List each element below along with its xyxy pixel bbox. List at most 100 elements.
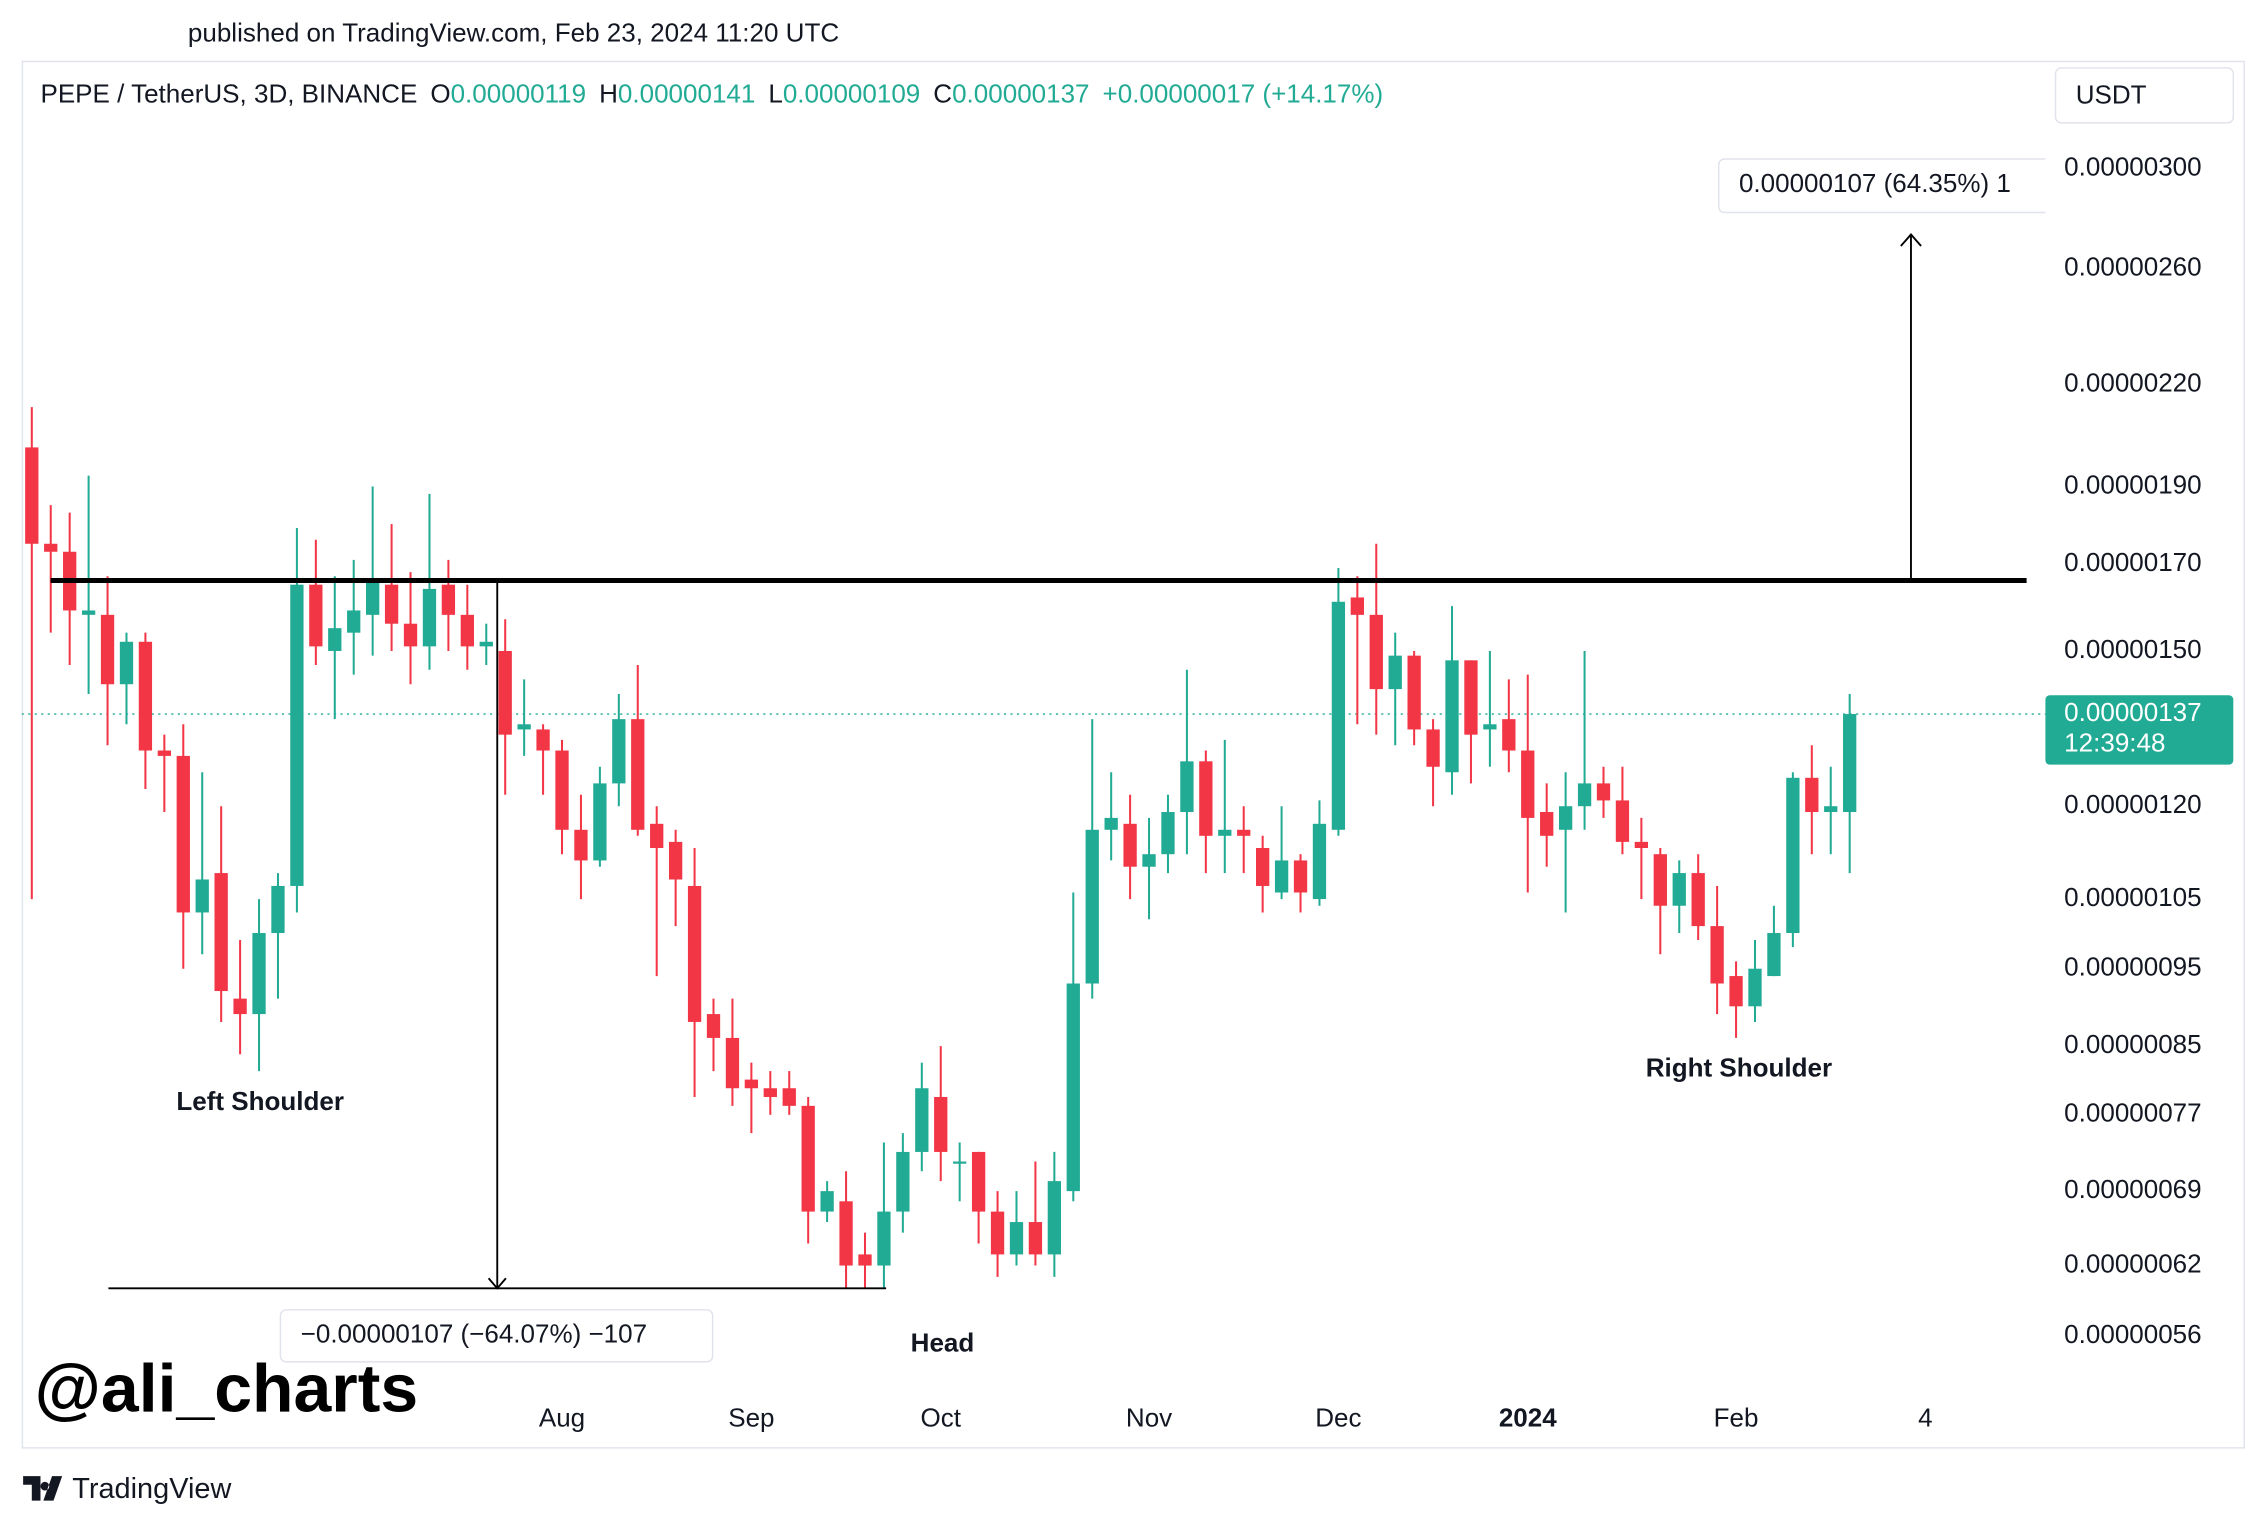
candle-body: [1256, 848, 1270, 886]
candle-body: [971, 1151, 986, 1212]
candle-body: [1028, 1222, 1043, 1255]
target-arrow: [1900, 233, 1922, 247]
candle-body: [271, 885, 285, 934]
candle-body: [725, 1037, 740, 1089]
candle-body: [403, 623, 418, 647]
y-tick-label: 0.00000260: [2064, 251, 2201, 281]
candle-body: [1331, 601, 1346, 830]
brand-logo: [23, 1476, 63, 1501]
y-tick-label: 0.00000062: [2064, 1248, 2201, 1278]
candle-body: [896, 1151, 910, 1212]
candle-body: [1218, 829, 1232, 836]
candle-body: [574, 829, 588, 861]
candle-body: [347, 610, 361, 633]
candle-body: [650, 823, 664, 849]
candle-body: [195, 879, 209, 913]
change: +0.00000017 (+14.17%): [1103, 78, 1384, 108]
candle-body: [1805, 777, 1819, 813]
candle-body: [1388, 655, 1402, 690]
candle-body: [1142, 854, 1156, 867]
ohlc-value: 0.00000141: [618, 78, 755, 108]
candle-body: [990, 1211, 1005, 1255]
axes: 0.00000300 0.00000260 0.00000220 0.00000190…: [539, 152, 2234, 1433]
x-tick-label: 2024: [1499, 1403, 1557, 1433]
x-tick-label: Aug: [539, 1403, 585, 1433]
candle-body: [1426, 729, 1440, 767]
candle-body: [233, 998, 247, 1015]
candle-body: [1066, 983, 1080, 1192]
measure-label: −0.00000107 (−64.07%) −107: [301, 1319, 647, 1349]
y-tick-label: 0.00000170: [2064, 547, 2201, 577]
measure-label-box: [1717, 158, 2046, 214]
candle-body: [687, 885, 702, 1022]
candle-body: [1009, 1222, 1024, 1255]
pattern-label: Left Shoulder: [176, 1086, 344, 1116]
candle-body: [1350, 597, 1364, 615]
candle-body: [1369, 614, 1383, 690]
y-tick-label: 0.00000056: [2064, 1319, 2201, 1349]
y-tick-label: 0.00000095: [2064, 952, 2201, 982]
candle-body: [176, 755, 190, 913]
pattern-label: Right Shoulder: [1646, 1053, 1832, 1083]
candle-body: [555, 750, 569, 830]
candle-body: [1634, 841, 1649, 849]
header: PEPE / TetherUS, 3D, BINANCE O0.00000119…: [40, 78, 1383, 108]
candle-body: [934, 1096, 948, 1152]
candle-body: [1312, 823, 1327, 900]
last-price-label: 0.00000137: [2064, 697, 2201, 727]
candle-body: [631, 719, 645, 830]
candle-body: [782, 1088, 796, 1106]
candle-body: [593, 783, 607, 861]
candle-body: [309, 584, 323, 647]
candle-body: [1199, 761, 1213, 836]
candle-body: [858, 1254, 872, 1266]
candle-body: [1407, 655, 1421, 730]
x-tick-label: Sep: [728, 1403, 774, 1433]
candle-body: [1767, 933, 1781, 977]
candle-body: [1123, 823, 1137, 867]
candle-body: [915, 1088, 929, 1152]
candle-body: [706, 1014, 721, 1038]
candle-body: [1161, 812, 1175, 855]
countdown: 12:39:48: [2064, 727, 2165, 757]
candle-body: [214, 873, 228, 992]
candle-body: [1558, 806, 1573, 830]
x-tick-label: Feb: [1714, 1403, 1759, 1433]
candle-body: [479, 641, 493, 647]
candle-body: [1748, 968, 1762, 1007]
candle-body: [1691, 873, 1705, 927]
y-tick-label: 0.00000150: [2064, 634, 2201, 664]
candle-body: [119, 641, 134, 685]
last-price-tag: [2045, 695, 2234, 765]
candle-body: [81, 610, 96, 615]
candle-body: [820, 1191, 834, 1212]
y-tick-label: 0.00000069: [2064, 1174, 2201, 1204]
measure-label: 0.00000107 (64.35%) 1: [1739, 168, 2011, 198]
candle-body: [1710, 926, 1724, 984]
currency: USDT: [2076, 80, 2147, 110]
x-tick-label: Dec: [1315, 1403, 1361, 1433]
currency-box[interactable]: [2054, 67, 2235, 124]
candle-body: [1464, 660, 1478, 735]
candle-body: [138, 641, 153, 751]
candle-body: [498, 650, 512, 735]
ohlc-value: 0.00000119: [451, 78, 587, 108]
candle-body: [1483, 724, 1497, 730]
candle-body: [612, 719, 626, 784]
candle-body: [1672, 873, 1686, 906]
brand: TradingView: [72, 1473, 231, 1505]
measure-label-box: [279, 1309, 714, 1363]
y-tick-label: 0.00000077: [2064, 1098, 2201, 1128]
candle-body: [1047, 1181, 1062, 1255]
pattern-label: Head: [911, 1327, 975, 1357]
candle-body: [1445, 660, 1459, 773]
symbol: PEPE / TetherUS, 3D, BINANCE: [40, 78, 417, 108]
pane-border: [21, 60, 2245, 1449]
plot-area: −0.00000107 (−64.07%) −107 0.00000107 (64…: [21, 158, 2046, 1363]
candle-body: [668, 841, 683, 880]
y-tick-label: 0.00000120: [2064, 789, 2201, 819]
candle-body: [1596, 783, 1611, 801]
candle-body: [252, 933, 266, 1015]
